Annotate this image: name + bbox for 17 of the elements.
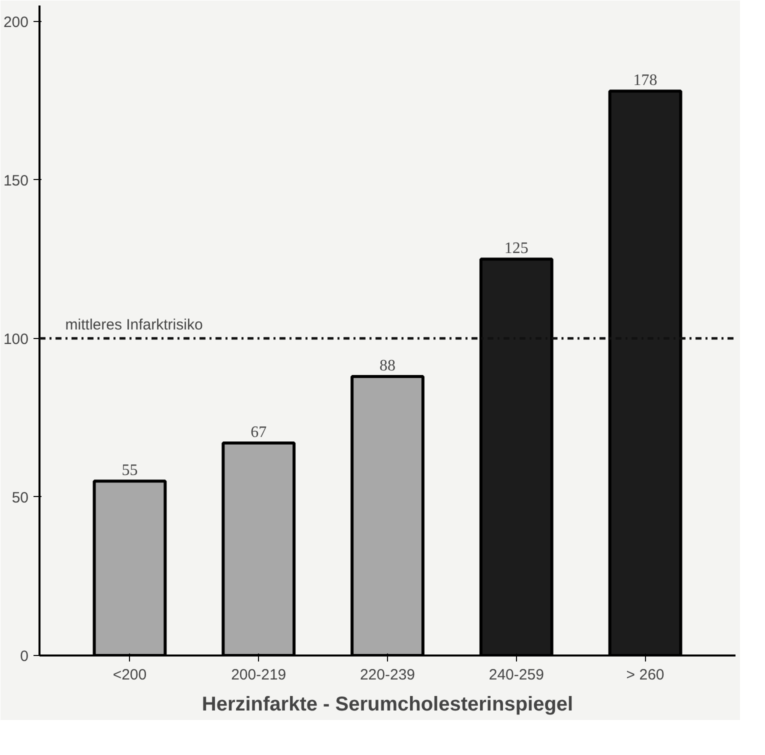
data-label: 55 xyxy=(122,462,138,480)
y-tick-label: 200 xyxy=(3,14,29,31)
y-tick-label: 100 xyxy=(3,330,29,348)
data-label: 67 xyxy=(250,424,267,442)
text: Herzinfarkte - Serumcholesterinspiegel xyxy=(202,694,574,716)
y-tick-label: 0 xyxy=(20,648,28,665)
x-tick-label: 220-239 xyxy=(360,666,416,684)
y-tick-label: 50 xyxy=(12,489,29,506)
data-label: 178 xyxy=(633,72,658,90)
y-tick-label: 150 xyxy=(3,172,29,190)
x-tick-label: > 260 xyxy=(626,666,664,684)
x-tick-label: <200 xyxy=(112,666,147,684)
data-label: 88 xyxy=(380,357,396,374)
x-tick-label: 200-219 xyxy=(231,666,286,684)
data-label: 125 xyxy=(504,240,528,258)
ref-line-label: mittleres Infarktrisiko xyxy=(65,316,203,334)
x-tick-label: 240-259 xyxy=(488,666,544,684)
